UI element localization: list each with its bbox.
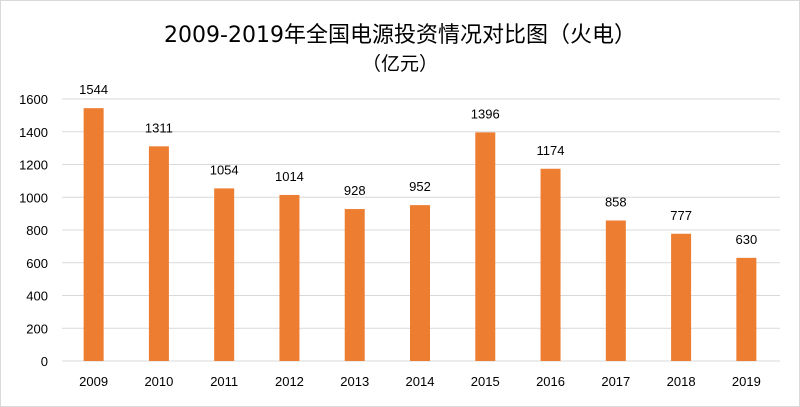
x-tick-label: 2017 [601, 374, 630, 389]
x-tick-label: 2016 [536, 374, 565, 389]
x-tick-label: 2012 [275, 374, 304, 389]
bar-2019 [736, 257, 757, 361]
y-tick-label: 200 [26, 321, 48, 336]
x-tick-label: 2014 [406, 374, 435, 389]
data-label: 1174 [537, 143, 565, 158]
bar-2011 [214, 188, 235, 361]
x-tick-label: 2013 [340, 374, 369, 389]
x-tick-label: 2015 [471, 374, 500, 389]
bar-2013 [344, 209, 365, 361]
y-tick-label: 1600 [19, 92, 48, 107]
y-tick-label: 1200 [19, 158, 48, 173]
bar-2016 [540, 168, 561, 361]
chart-title: 2009-2019年全国电源投资情况对比图（火电） [164, 23, 636, 48]
data-label: 952 [409, 179, 431, 194]
bar-2015 [475, 132, 496, 361]
bar-2014 [410, 205, 430, 361]
data-label: 777 [670, 208, 692, 223]
bar-2010 [148, 146, 169, 361]
y-tick-label: 800 [26, 223, 48, 238]
y-tick-label: 600 [26, 256, 48, 271]
data-label: 928 [344, 183, 366, 198]
data-label: 1054 [210, 162, 239, 177]
bar-2017 [605, 220, 626, 361]
data-label: 630 [736, 232, 758, 247]
x-tick-label: 2018 [667, 374, 696, 389]
x-tick-label: 2019 [732, 374, 761, 389]
data-label: 1544 [79, 82, 108, 97]
y-tick-label: 1000 [19, 190, 48, 205]
bar-2018 [671, 233, 692, 361]
x-tick-label: 2011 [210, 374, 238, 389]
chart-subtitle: （亿元） [362, 53, 438, 75]
y-tick-label: 0 [41, 354, 48, 369]
x-tick-label: 2009 [79, 374, 108, 389]
data-label: 1014 [275, 169, 304, 184]
data-label: 1396 [471, 106, 500, 121]
data-label: 1311 [145, 120, 173, 135]
data-label: 858 [605, 195, 627, 210]
x-tick-label: 2010 [144, 374, 173, 389]
bar-2009 [83, 108, 104, 361]
bar-2012 [279, 194, 300, 361]
y-tick-label: 400 [26, 289, 48, 304]
y-tick-label: 1400 [19, 125, 48, 140]
